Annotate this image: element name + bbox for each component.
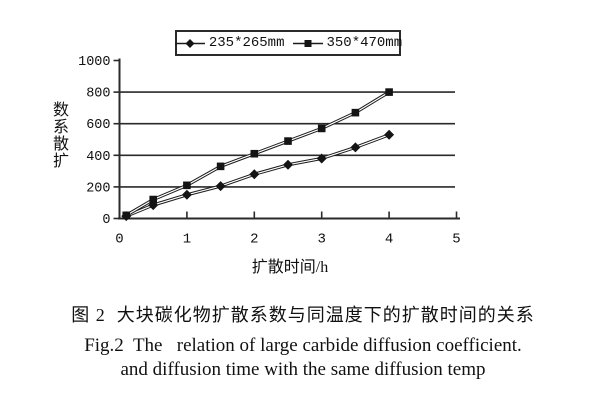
- y-axis-title: 数系散扩: [52, 102, 69, 170]
- x-axis-title: 扩散时间/h: [251, 259, 329, 276]
- legend-label-350x470: 350*470mm: [326, 35, 403, 51]
- data-point-diamond-235*265mm: [215, 181, 226, 192]
- legend-label-235x265: 235*265mm: [208, 35, 285, 51]
- x-tick-label-4: 4: [385, 232, 393, 248]
- data-point-diamond-235*265mm: [350, 142, 361, 153]
- data-point-diamond-235*265mm: [249, 169, 260, 180]
- data-point-square-350*470mm: [284, 137, 292, 145]
- y-tick-label-600: 600: [86, 118, 110, 133]
- chart-legend: 235*265mm 350*470mm: [174, 30, 403, 56]
- data-point-square-350*470mm: [216, 162, 225, 171]
- data-point-square-350*470mm: [351, 108, 360, 117]
- caption-chinese: 图 2 大块碳化物扩散系数与同温度下的扩散时间的关系: [71, 305, 535, 325]
- x-tick-label-0: 0: [115, 232, 123, 248]
- data-point-square-350*470mm: [122, 211, 131, 220]
- data-point-square-350*470mm: [183, 181, 191, 190]
- data-point-square-350*470mm: [385, 88, 393, 96]
- y-tick-label-1000: 1000: [78, 55, 110, 70]
- y-tick-label-0: 0: [102, 213, 110, 228]
- y-tick-label-800: 800: [86, 87, 110, 102]
- x-tick-label-1: 1: [183, 232, 191, 248]
- y-tick-label-400: 400: [86, 150, 110, 165]
- legend-item-350x470: 350*470mm: [292, 35, 403, 51]
- caption-english-line2: and diffusion time with the same diffusi…: [120, 359, 486, 380]
- data-point-square-350*470mm: [149, 195, 157, 204]
- legend-item-235x265: 235*265mm: [174, 35, 285, 51]
- data-point-diamond-235*265mm: [283, 159, 293, 170]
- diamond-marker-icon: [174, 38, 205, 48]
- data-point-square-350*470mm: [317, 124, 326, 133]
- plot-area: 0 200 400 600 800 1000 0 1 2 3 4 5: [78, 55, 461, 248]
- x-tick-label-5: 5: [452, 232, 460, 248]
- data-point-diamond-235*265mm: [181, 189, 192, 200]
- data-point-diamond-235*265mm: [316, 153, 327, 164]
- caption-english-line1: Fig.2 The relation of large carbide diff…: [84, 335, 522, 356]
- x-tick-label-2: 2: [250, 232, 258, 248]
- square-marker-icon: [292, 39, 323, 47]
- y-tick-label-200: 200: [86, 181, 110, 196]
- data-point-square-350*470mm: [250, 149, 259, 158]
- data-point-diamond-235*265mm: [384, 129, 395, 140]
- x-tick-label-3: 3: [317, 232, 325, 248]
